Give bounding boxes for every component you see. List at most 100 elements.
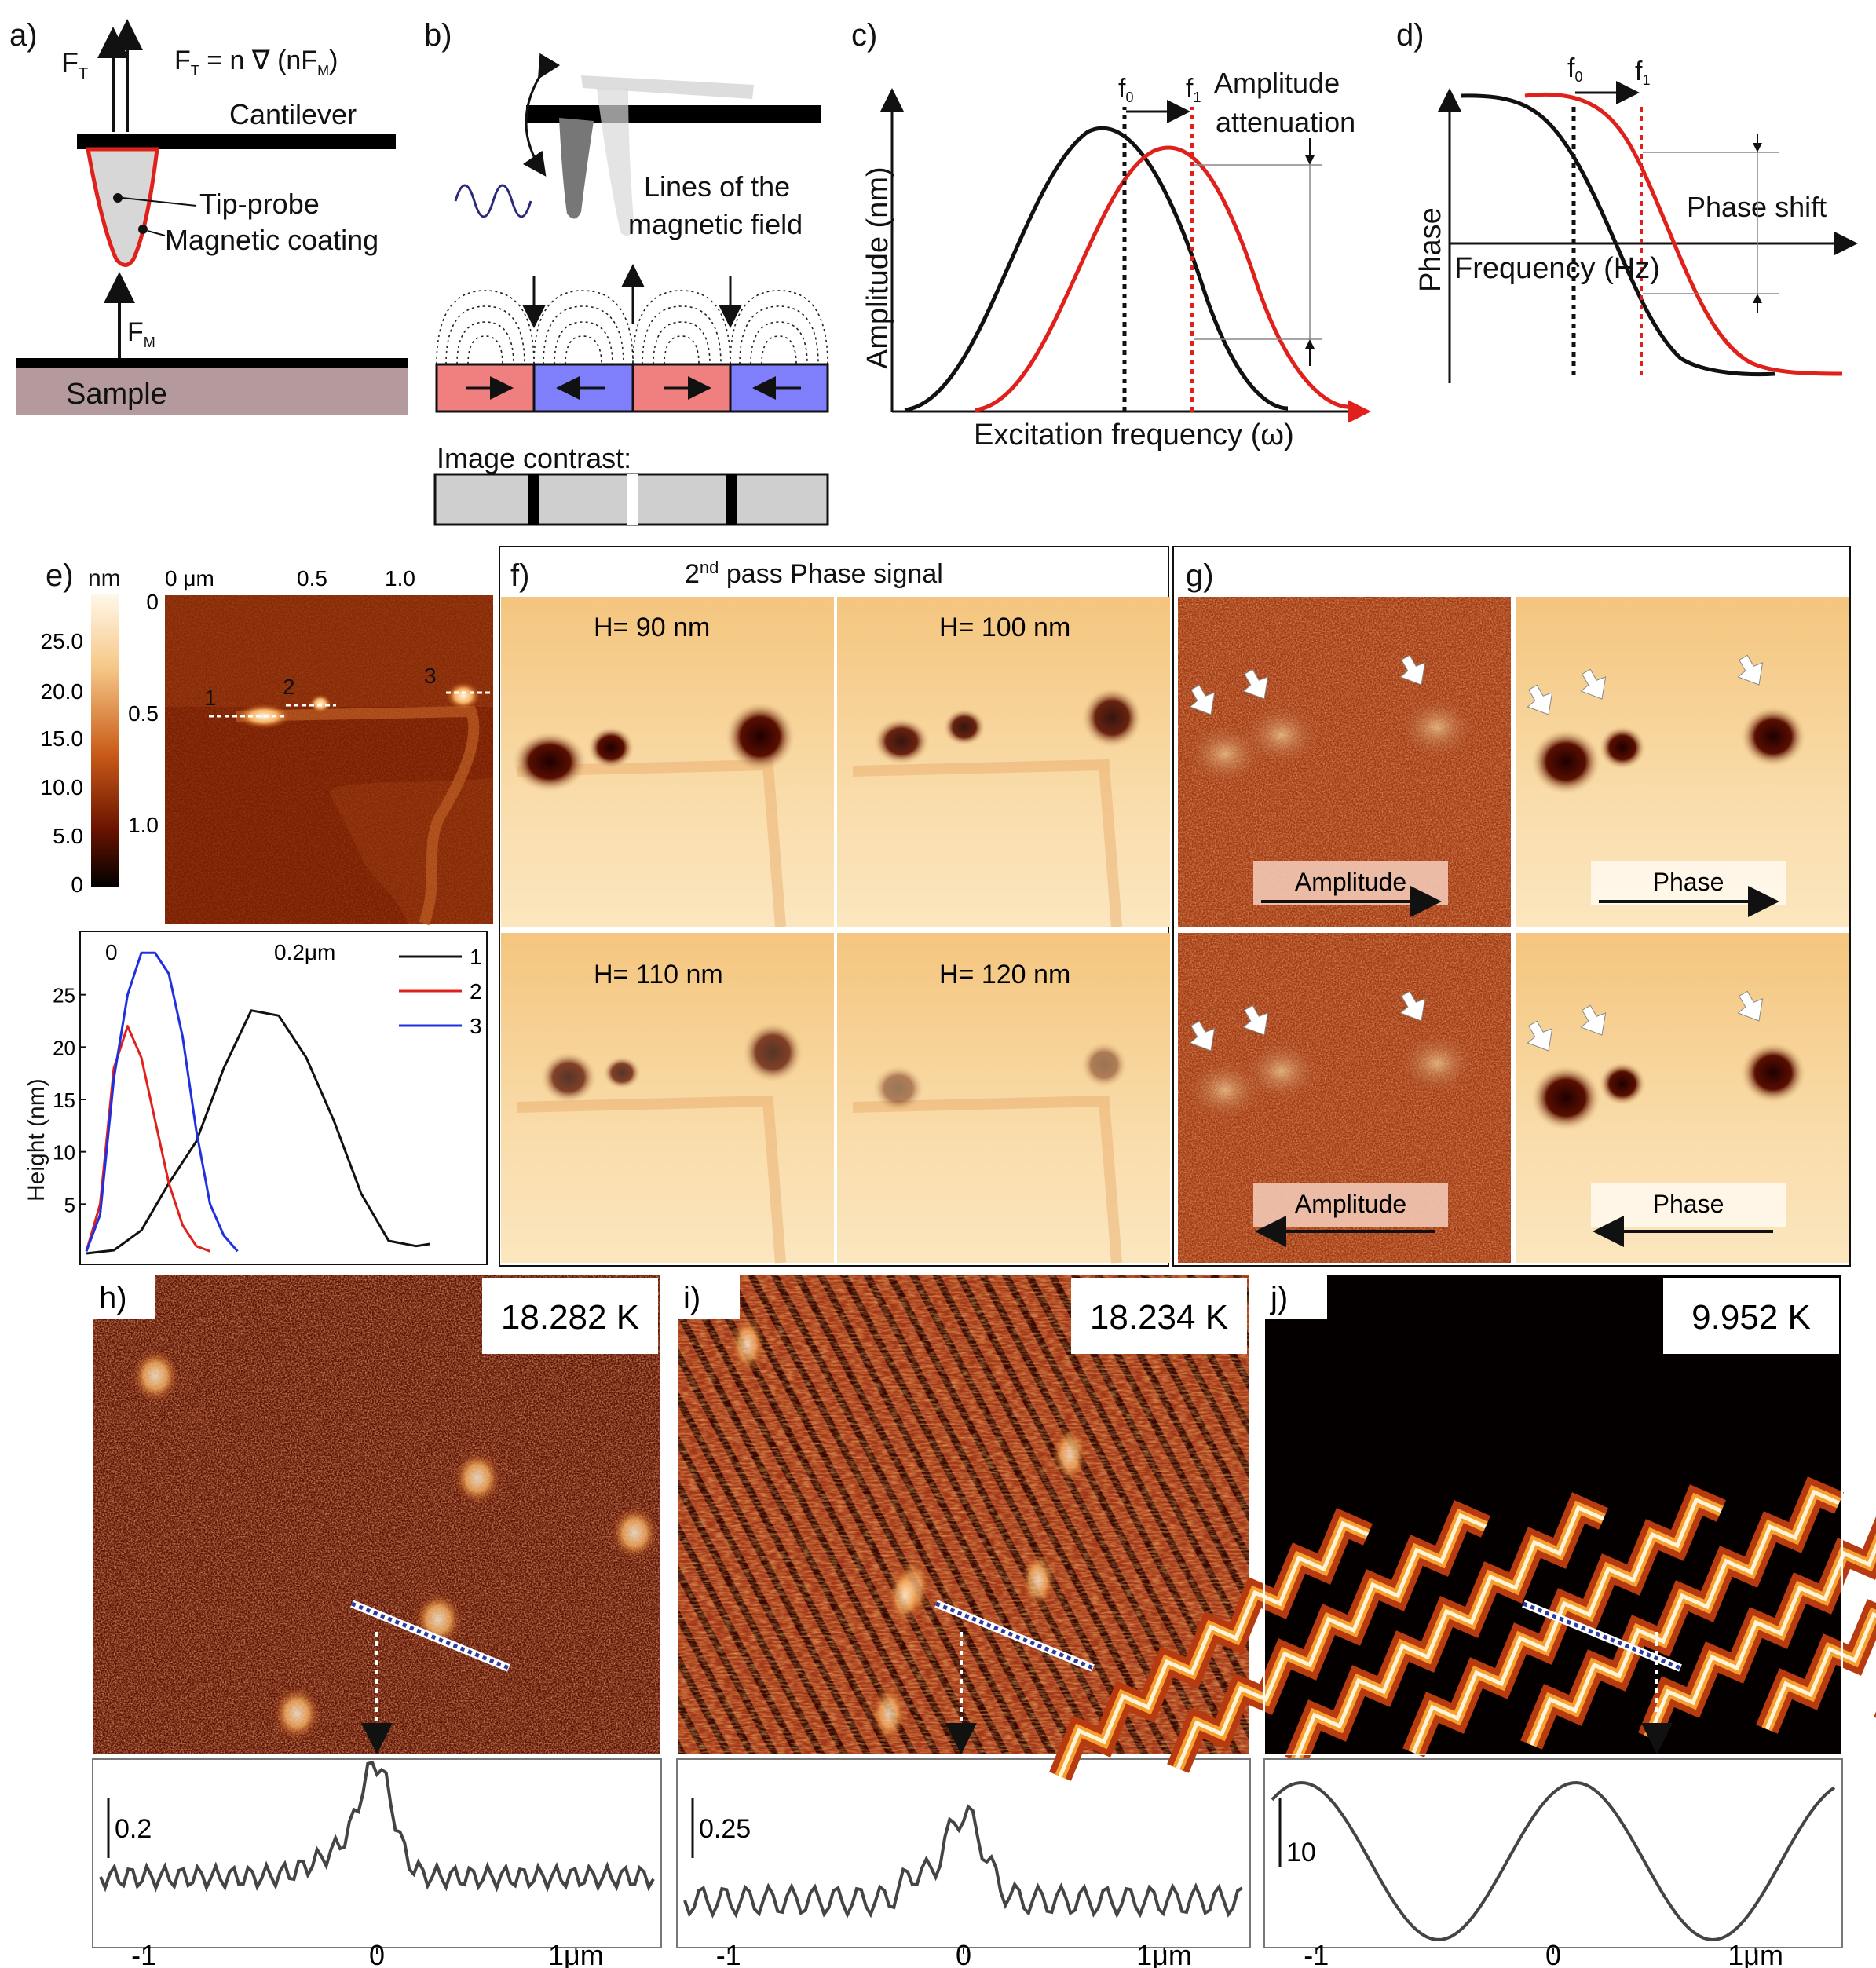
x-tick-h: 1μm <box>548 1939 604 1968</box>
height-label-2: H= 100 nm <box>939 613 1070 642</box>
white-arrow-marker <box>1399 654 1426 686</box>
phase-wire-trace <box>852 1095 1122 1264</box>
image-border-i <box>676 1273 1251 1755</box>
vortex-spot <box>872 1685 906 1742</box>
d-ylabel: Phase <box>1414 207 1447 292</box>
d-f0-label: f0 <box>1567 53 1582 85</box>
phase-dark-spot <box>873 718 930 765</box>
panel-j: j) 9.952 K 10 -1 0 1μm <box>1049 1269 1876 1968</box>
white-arrow-marker <box>1189 1020 1216 1052</box>
g-label-3: Amplitude <box>1295 1190 1406 1218</box>
tip-probe-shape <box>86 147 159 267</box>
white-arrow-marker <box>1737 654 1764 686</box>
cbar-tick: 20.0 <box>41 679 84 704</box>
tip-probe-dot <box>113 193 123 203</box>
cbar-tick: 5.0 <box>53 824 83 848</box>
profile-trace-i <box>683 1804 1244 1919</box>
scale-label-h: 0.2 <box>115 1814 152 1844</box>
panel-c: c) f0 f1 Amplitude attenuation Amplitude… <box>851 18 1371 452</box>
phase-dark-spot <box>1081 1041 1128 1088</box>
fm-label: FM <box>127 317 155 350</box>
x-tick-j: 1μm <box>1728 1939 1783 1968</box>
label-bg-i <box>675 1269 740 1319</box>
sample-block <box>16 368 408 415</box>
afm-x-tick: 1.0 <box>385 566 415 591</box>
cbar-tick: 10.0 <box>41 775 84 799</box>
colorbar <box>91 594 119 887</box>
d-curve-f0 <box>1460 93 1775 377</box>
panel-label-g: g) <box>1186 558 1214 593</box>
cbar-tick: 25.0 <box>41 629 84 653</box>
phase-dark-spot <box>742 1022 803 1083</box>
panel-label-d: d) <box>1396 18 1424 53</box>
domain-wall-core <box>1764 1611 1876 1730</box>
height-x-tick: 0.2μm <box>274 940 335 964</box>
tip-b <box>559 118 594 219</box>
phase-dark-spot <box>1530 729 1601 795</box>
oscillation-arrow <box>522 53 561 177</box>
scale-label-j: 10 <box>1286 1838 1316 1867</box>
c-f1-label: f1 <box>1186 74 1201 105</box>
panel-label-h: h) <box>99 1281 127 1315</box>
white-arrow-marker <box>1737 990 1764 1022</box>
excitation-wave <box>454 184 532 218</box>
image-contrast-label: Image contrast: <box>437 442 631 474</box>
f-title: 2nd pass Phase signal <box>685 558 943 589</box>
image-border-j <box>1263 1273 1843 1755</box>
height-series-1 <box>86 1009 430 1255</box>
tip-ghost-1 <box>597 88 634 236</box>
profile-trace-j <box>1271 1780 1836 1942</box>
domain-wall-core <box>1529 1489 1841 1746</box>
vortex-spot <box>132 1349 179 1403</box>
panel-label-f: f) <box>510 558 529 593</box>
legend-label-2: 2 <box>470 979 482 1004</box>
panel-label-i: i) <box>683 1281 700 1315</box>
height-profile-chart: 5 10 15 20 25 0 0.2μm <box>53 940 430 1255</box>
colorbar-ticks: 25.0 20.0 15.0 10.0 5.0 0 <box>41 629 84 897</box>
contrast-dark-2 <box>726 474 737 525</box>
x-tick-i: 0 <box>956 1939 971 1968</box>
g-label-1: Amplitude <box>1295 868 1406 896</box>
white-arrow-marker <box>1242 1004 1269 1036</box>
white-arrow-marker <box>1399 990 1426 1022</box>
legend-label-1: 1 <box>470 945 482 969</box>
c-ylabel: Amplitude (nm) <box>861 166 894 369</box>
cbar-tick: 15.0 <box>41 726 84 751</box>
afm-y-ticks: 0 0.5 1.0 <box>128 590 159 837</box>
d-f1-label: f1 <box>1635 57 1650 88</box>
c-amp-att-2: attenuation <box>1216 106 1355 138</box>
vortex-spot <box>1021 1552 1055 1608</box>
x-tick-h: 0 <box>369 1939 385 1968</box>
panel-d: d) f0 f1 Phase shift Phase Frequency (Hz… <box>1396 18 1858 383</box>
phase-image-grid: H= 90 nm H= 100 nm H= 110 nm H= 120 nm <box>501 597 1170 1264</box>
temp-bg-j <box>1663 1278 1839 1354</box>
afm-x-tick: 0 μm <box>165 566 214 591</box>
domain-wall-core <box>1058 1520 1370 1777</box>
phase-dark-spot <box>1740 705 1806 768</box>
scale-label-i: 0.25 <box>699 1814 751 1844</box>
white-arrow-marker <box>1527 684 1553 715</box>
tip-probe-label: Tip-probe <box>199 188 320 220</box>
height-y-tick: 15 <box>53 1088 75 1112</box>
contrast-bright <box>627 474 638 525</box>
height-y-tick: 10 <box>53 1141 75 1165</box>
profile-line <box>935 1601 1094 1670</box>
c-f0-label: f0 <box>1118 74 1133 105</box>
phase-tile-2 <box>837 597 1170 927</box>
phase-wire-trace <box>516 1095 786 1264</box>
d-curve-f1 <box>1524 93 1843 376</box>
phase-dark-spot <box>1599 1062 1646 1106</box>
g-label-2: Phase <box>1653 868 1724 896</box>
vortex-spot <box>1052 1426 1087 1483</box>
amplitude-bright-spot <box>1242 704 1321 766</box>
panel-b: b) Lines of the magnetic field <box>424 18 829 526</box>
marker-1: 1 <box>204 686 217 710</box>
force-equation: FT = n ∇ (nFM) <box>174 46 338 79</box>
height-label-3: H= 110 nm <box>594 960 723 989</box>
vortex-spot <box>454 1451 501 1505</box>
particle-2 <box>309 694 331 713</box>
height-y-tick: 25 <box>53 984 75 1008</box>
panel-label-j: j) <box>1270 1281 1288 1315</box>
white-arrow-marker <box>1527 1020 1553 1052</box>
